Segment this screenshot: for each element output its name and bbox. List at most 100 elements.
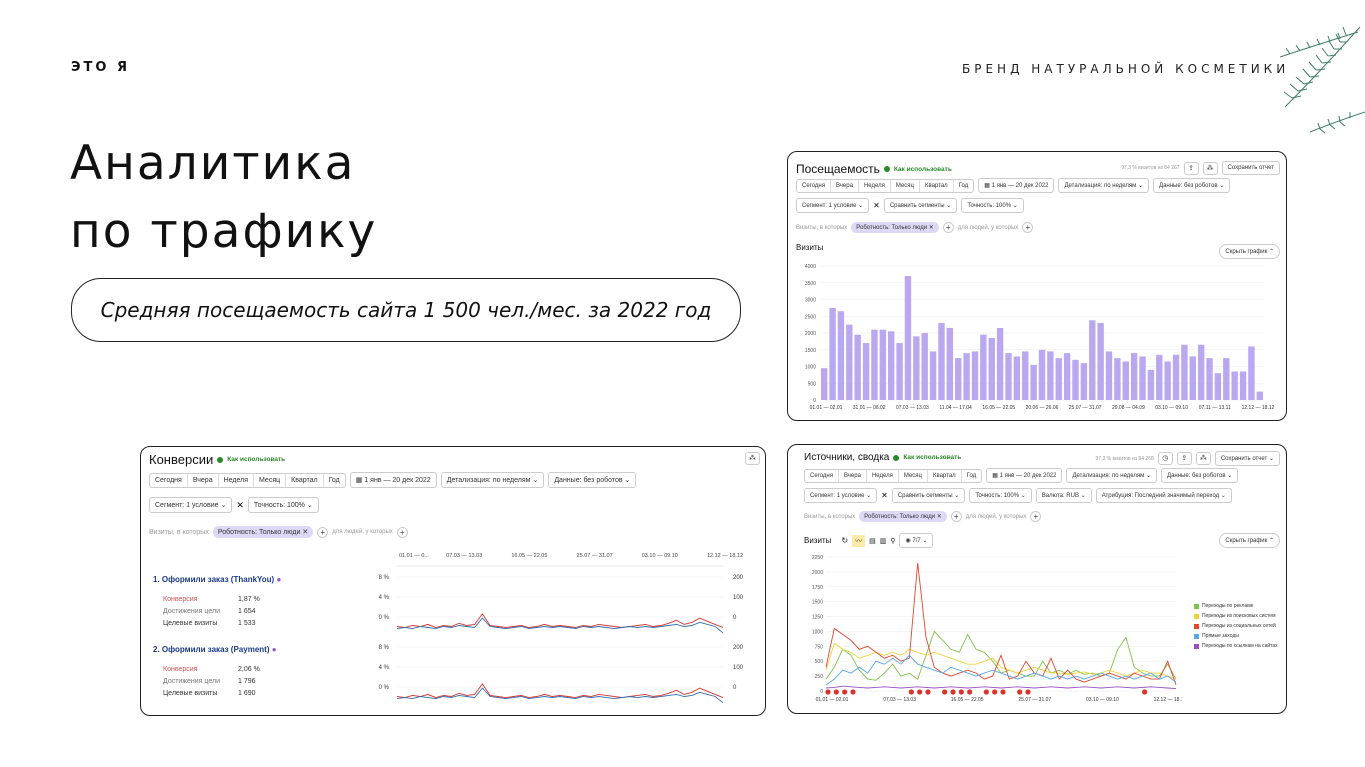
data-dropdown[interactable]: Данные: без роботов ⌄	[1161, 468, 1239, 483]
period-week[interactable]: Неделя	[867, 469, 899, 482]
add-filter-icon[interactable]: +	[942, 222, 954, 233]
legend-label: Переходы из поисковых систем	[1202, 613, 1276, 619]
period-yesterday[interactable]: Вчера	[188, 473, 219, 487]
export-icon[interactable]: ⇪	[1176, 452, 1192, 465]
close-icon[interactable]: ✕	[873, 201, 880, 210]
how-to-link[interactable]: Как использовать	[903, 454, 962, 461]
sources-report-card: Источники, сводка Как использовать 97,3 …	[787, 444, 1287, 714]
bar	[1189, 356, 1196, 400]
period-month[interactable]: Месяц	[891, 179, 920, 192]
share-icon[interactable]: ⁂	[745, 452, 760, 465]
page-title: Аналитика по трафику	[70, 130, 377, 266]
area-chart-icon[interactable]: ▤	[869, 537, 876, 545]
period-year[interactable]: Год	[958, 182, 969, 189]
period-yesterday[interactable]: Вчера	[839, 469, 867, 482]
period-selector[interactable]: Сегодня Вчера Неделя Месяц Квартал Год	[804, 468, 983, 483]
add-people-filter-icon[interactable]: +	[1022, 222, 1034, 233]
bar-chart-icon[interactable]: ▥	[879, 537, 887, 545]
compare-segments-button[interactable]: Сравнить сегменты ⌄	[891, 488, 966, 503]
bar	[1105, 351, 1113, 400]
metric-value: 1 533	[238, 620, 256, 627]
close-icon[interactable]: ✕	[881, 491, 888, 500]
event-marker	[925, 689, 931, 695]
bar	[1013, 356, 1021, 400]
data-dropdown[interactable]: Данные: без роботов ⌄	[1153, 178, 1231, 193]
date-range-button[interactable]: ▦ 1 янв — 20 дек 2022	[978, 178, 1055, 193]
period-today[interactable]: Сегодня	[797, 179, 831, 192]
bar	[996, 327, 1004, 400]
subtitle-text: Средняя посещаемость сайта 1 500 чел./ме…	[100, 298, 712, 322]
attribution-dropdown[interactable]: Атрибуция: Последний значимый переход ⌄	[1095, 488, 1232, 503]
attribution-label: Атрибуция: Последний значимый переход	[1101, 493, 1220, 499]
goal-2-name[interactable]: 2. Оформили заказ (Payment) ●	[153, 645, 277, 654]
y-tick-label: 2500	[805, 314, 816, 320]
legend-item[interactable]: Прямые заходы	[1194, 633, 1278, 639]
filter-chip[interactable]: Роботность: Только люди ✕	[859, 511, 947, 522]
clock-icon[interactable]: ◷	[1157, 452, 1173, 465]
detail-dropdown[interactable]: Детализация: по неделям ⌄	[1058, 178, 1150, 193]
period-today[interactable]: Сегодня	[150, 473, 188, 487]
bar	[1223, 358, 1230, 400]
period-quarter[interactable]: Квартал	[920, 179, 954, 192]
person-icon[interactable]: ⚲	[890, 537, 896, 545]
right-axis-label: 0	[733, 685, 737, 691]
goal-1-name[interactable]: 1. Оформили заказ (ThankYou) ●	[153, 575, 282, 584]
series-line	[825, 654, 1177, 686]
period-year[interactable]: Год	[328, 476, 340, 484]
legend-item[interactable]: Переходы по рекламе	[1194, 603, 1278, 609]
period-week[interactable]: Неделя	[859, 179, 891, 192]
segment-dropdown[interactable]: Сегмент: 1 условие ⌄	[804, 488, 878, 503]
sample-info: 97,3 % визитов из 84 267	[1121, 165, 1180, 171]
refresh-icon[interactable]: ↻	[841, 536, 849, 545]
close-icon[interactable]: ✕	[236, 499, 244, 510]
accuracy-dropdown[interactable]: Точность: 100% ⌄	[247, 497, 319, 513]
period-today[interactable]: Сегодня	[805, 469, 839, 482]
add-people-filter-icon[interactable]: +	[396, 526, 408, 538]
period-month[interactable]: Месяц	[254, 473, 287, 487]
bar	[1072, 359, 1079, 400]
how-to-link[interactable]: Как использовать	[893, 165, 952, 173]
share-icon[interactable]: ⁂	[1195, 452, 1211, 465]
filter-chip[interactable]: Роботность: Только люди ✕	[212, 526, 314, 538]
legend-item[interactable]: Переходы из социальных сетей	[1194, 623, 1278, 629]
period-week[interactable]: Неделя	[219, 473, 255, 487]
accuracy-dropdown[interactable]: Точность: 100% ⌄	[961, 198, 1024, 213]
date-range-button[interactable]: ▦ 1 янв — 20 дек 2022	[349, 472, 437, 488]
period-year[interactable]: Год	[966, 472, 977, 479]
add-filter-icon[interactable]: +	[950, 511, 962, 522]
how-to-link[interactable]: Как использовать	[227, 456, 286, 463]
period-quarter[interactable]: Квартал	[286, 473, 324, 487]
period-selector[interactable]: Сегодня Вчера Неделя Месяц Квартал Год	[796, 178, 975, 193]
legend-item[interactable]: Переходы из поисковых систем	[1194, 613, 1278, 619]
share-icon[interactable]: ⁂	[1202, 161, 1218, 175]
period-quarter[interactable]: Квартал	[928, 469, 962, 482]
add-people-filter-icon[interactable]: +	[1030, 511, 1042, 522]
save-report-button[interactable]: Сохранить отчет ⌄	[1214, 451, 1280, 466]
compare-segments-button[interactable]: Сравнить сегменты ⌄	[883, 198, 958, 213]
detail-dropdown[interactable]: Детализация: по неделям ⌄	[1066, 468, 1158, 483]
line-chart-icon[interactable]: 〰	[852, 534, 866, 547]
hide-chart-button[interactable]: Скрыть график ⌃	[1219, 533, 1280, 548]
segment-dropdown[interactable]: Сегмент: 1 условие ⌄	[149, 497, 233, 513]
save-report-button[interactable]: Сохранить отчет	[1221, 161, 1280, 175]
accuracy-dropdown[interactable]: Точность: 100% ⌄	[969, 488, 1032, 503]
series-count-dropdown[interactable]: ◉ 7/7 ⌄	[899, 533, 934, 548]
accuracy-label: Точность: 100%	[253, 502, 305, 509]
detail-dropdown[interactable]: Детализация: по неделям ⌄	[440, 472, 545, 488]
period-month[interactable]: Месяц	[899, 469, 928, 482]
legend-item[interactable]: Переходы по ссылкам на сайтах	[1194, 643, 1278, 649]
currency-dropdown[interactable]: Валюта: RUB ⌄	[1035, 488, 1092, 503]
export-icon[interactable]: ⇪	[1183, 161, 1199, 175]
period-yesterday[interactable]: Вчера	[831, 179, 859, 192]
period-selector[interactable]: Сегодня Вчера Неделя Месяц Квартал Год	[149, 472, 346, 488]
hide-chart-button[interactable]: Скрыть график ⌃	[1219, 244, 1280, 259]
segment-dropdown[interactable]: Сегмент: 1 условие ⌄	[796, 198, 870, 213]
date-range-button[interactable]: ▦ 1 янв — 20 дек 2022	[986, 468, 1063, 483]
filter-chip[interactable]: Роботность: Только люди ✕	[851, 222, 939, 233]
filter-suffix: для людей, у которых	[332, 529, 393, 535]
x-tick-label: 07.03 — 13.03	[896, 405, 929, 411]
add-filter-icon[interactable]: +	[317, 526, 329, 538]
conversions-sparklines: 01.01 — 0... 07.03 — 13.03 16.05 — 22.05 25…	[379, 553, 744, 704]
data-dropdown[interactable]: Данные: без роботов ⌄	[548, 472, 637, 488]
metric-label: Конверсия	[163, 666, 198, 673]
